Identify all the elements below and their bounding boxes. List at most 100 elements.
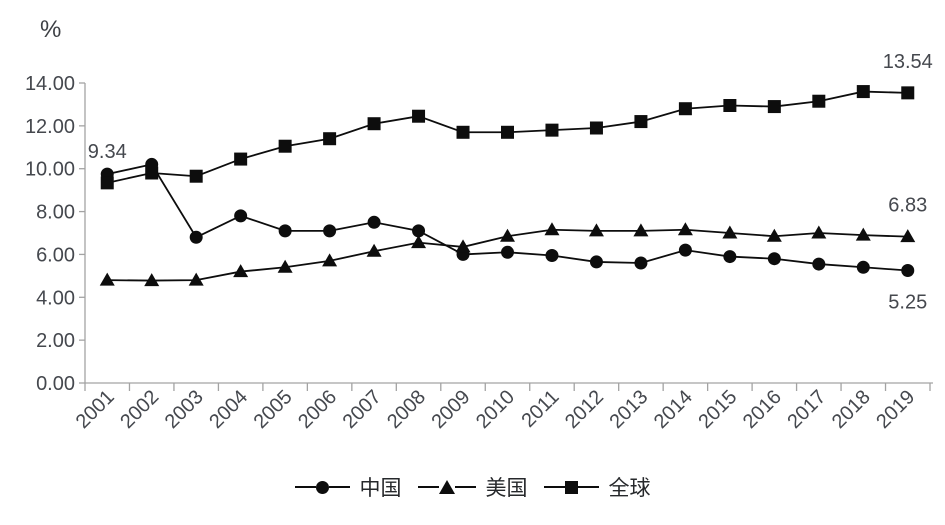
- series-marker-usa: [766, 228, 782, 242]
- annotation-usa-2019: 6.83: [888, 195, 927, 217]
- series-marker-china: [323, 224, 337, 238]
- series-marker-usa: [411, 235, 427, 249]
- legend-triangle-icon: [438, 480, 455, 494]
- y-tick-label: 12.00: [25, 116, 75, 138]
- series-marker-usa: [99, 272, 115, 286]
- x-tick-label: 2004: [205, 386, 252, 433]
- legend-item-china: 中国: [294, 472, 402, 502]
- x-tick-label: 2016: [739, 386, 786, 433]
- series-marker-global: [145, 166, 159, 180]
- series-marker-china: [856, 260, 870, 274]
- y-tick-label: 6.00: [36, 244, 75, 266]
- annotation-global-2019: 13.54: [883, 51, 933, 73]
- x-tick-label: 2005: [250, 386, 297, 433]
- x-tick-label: 2019: [872, 386, 919, 433]
- series-marker-china: [812, 257, 826, 271]
- y-tick-label: 4.00: [36, 287, 75, 309]
- y-tick-label: 14.00: [25, 73, 75, 95]
- series-marker-usa: [322, 253, 338, 267]
- series-marker-global: [456, 125, 470, 139]
- series-marker-global: [412, 109, 426, 123]
- chart-legend: 中国 美国 全球: [0, 472, 945, 502]
- series-marker-global: [723, 99, 737, 112]
- series-marker-usa: [855, 227, 871, 241]
- series-marker-usa: [633, 223, 649, 237]
- series-marker-usa: [366, 243, 382, 257]
- y-tick-label: 10.00: [25, 159, 75, 181]
- y-tick-label: 8.00: [36, 202, 75, 224]
- legend-line: [454, 486, 476, 488]
- legend-item-global: 全球: [543, 472, 651, 502]
- series-marker-china: [412, 224, 426, 238]
- legend-label-usa: 美国: [485, 477, 528, 500]
- series-marker-china: [367, 215, 381, 229]
- x-tick-label: 2002: [116, 386, 163, 433]
- series-marker-china: [545, 249, 559, 262]
- y-axis-unit-label: %: [40, 16, 62, 43]
- series-marker-global: [100, 176, 114, 190]
- series-marker-global: [589, 121, 603, 135]
- series-marker-global: [189, 169, 203, 183]
- series-marker-usa: [544, 222, 560, 236]
- series-marker-usa: [588, 223, 604, 237]
- series-marker-china: [723, 250, 737, 264]
- x-tick-label: 2001: [72, 386, 119, 433]
- legend-line: [417, 486, 439, 488]
- x-tick-label: 2014: [650, 386, 697, 433]
- series-marker-china: [234, 209, 248, 223]
- series-marker-usa: [900, 229, 916, 243]
- series-marker-usa: [144, 273, 160, 287]
- series-marker-global: [545, 123, 559, 137]
- x-tick-label: 2015: [694, 386, 741, 433]
- legend-item-usa: 美国: [417, 472, 528, 502]
- series-marker-global: [856, 85, 870, 99]
- series-marker-usa: [188, 272, 204, 286]
- series-marker-global: [234, 152, 248, 166]
- series-marker-global: [678, 102, 692, 116]
- series-marker-china: [278, 224, 292, 238]
- legend-label-china: 中国: [359, 477, 402, 500]
- x-tick-label: 2006: [294, 386, 341, 433]
- x-tick-label: 2017: [783, 386, 830, 433]
- series-marker-usa: [500, 228, 515, 242]
- series-marker-global: [812, 94, 826, 108]
- legend-line: [328, 486, 350, 488]
- x-tick-label: 2008: [383, 386, 430, 433]
- x-tick-label: 2003: [161, 386, 208, 433]
- series-marker-usa: [811, 225, 827, 239]
- x-tick-label: 2011: [518, 386, 564, 432]
- series-marker-usa: [455, 239, 471, 253]
- series-marker-usa: [233, 264, 249, 278]
- series-marker-usa: [722, 225, 738, 239]
- line-chart-plot: 0.002.004.006.008.0010.0012.0014.0020012…: [25, 51, 933, 433]
- series-marker-global: [501, 125, 514, 139]
- y-tick-label: 0.00: [36, 373, 75, 395]
- series-marker-china: [901, 264, 915, 277]
- x-tick-label: 2007: [339, 386, 386, 433]
- legend-circle-icon: [315, 480, 329, 494]
- legend-line: [543, 486, 565, 488]
- series-marker-china: [589, 255, 603, 269]
- series-marker-usa: [277, 259, 293, 273]
- series-marker-global: [767, 100, 781, 114]
- series-marker-global: [634, 115, 648, 129]
- legend-line: [294, 486, 316, 488]
- series-marker-china: [189, 230, 203, 244]
- annotation-global-2001: 9.34: [88, 141, 127, 163]
- annotation-china-2019: 5.25: [888, 292, 927, 314]
- x-tick-label: 2012: [561, 386, 608, 433]
- series-marker-usa: [677, 222, 693, 236]
- x-tick-label: 2010: [472, 386, 519, 433]
- x-tick-label: 2013: [605, 386, 652, 433]
- x-tick-label: 2009: [428, 386, 475, 433]
- legend-label-global: 全球: [608, 477, 651, 500]
- series-marker-china: [634, 256, 648, 270]
- series-marker-global: [367, 117, 381, 131]
- series-marker-china: [678, 243, 692, 257]
- series-marker-china: [767, 252, 781, 266]
- legend-square-icon: [564, 480, 578, 494]
- series-marker-china: [501, 245, 514, 259]
- x-tick-label: 2018: [828, 386, 875, 433]
- series-marker-global: [278, 139, 292, 153]
